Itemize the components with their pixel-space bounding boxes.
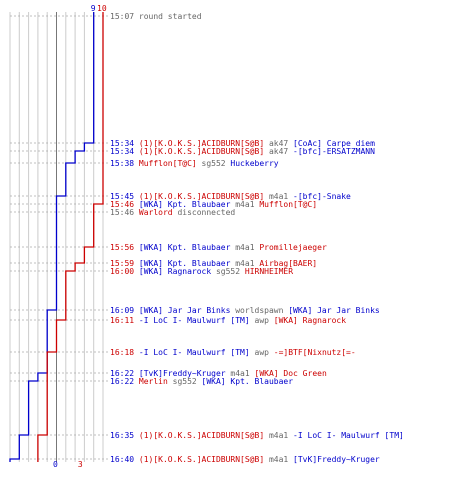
event-time: 15:07	[110, 12, 139, 21]
event-text-part: Huckeberry	[230, 159, 278, 168]
event-text-part: m4a1	[264, 431, 293, 440]
event-label: 16:40 (1)[K.O.K.S.]ACIDBURN[S@B] m4a1 [T…	[110, 455, 380, 464]
event-text-part: m4a1	[230, 200, 259, 209]
event-text-part: (1)[K.O.K.S.]ACIDBURN[S@B]	[139, 139, 264, 148]
event-time: 15:34	[110, 139, 139, 148]
event-text-part: sg552	[211, 267, 245, 276]
event-text-part: m4a1	[230, 259, 259, 268]
event-text-part: [WKA] Kpt. Blaubaer	[139, 243, 231, 252]
event-time: 16:22	[110, 369, 139, 378]
blue-start-score: 9	[91, 4, 96, 13]
event-time: 15:38	[110, 159, 139, 168]
event-text-part: [WKA] Kpt. Blaubaer	[202, 377, 294, 386]
score-lines	[9, 12, 104, 462]
event-text-part: Promillejaeger	[259, 243, 327, 252]
event-label: 15:59 [WKA] Kpt. Blaubaer m4a1 Airbag[BA…	[110, 259, 317, 268]
blue-end-score: 0	[53, 460, 58, 469]
event-time: 16:22	[110, 377, 139, 386]
event-time: 16:11	[110, 316, 139, 325]
event-text-part: Warlord	[139, 208, 173, 217]
event-text-part: Mufflon[T@C]	[259, 200, 317, 209]
event-text-part: (1)[K.O.K.S.]ACIDBURN[S@B]	[139, 431, 264, 440]
event-label: 15:45 (1)[K.O.K.S.]ACIDBURN[S@B] m4a1 -[…	[110, 192, 351, 201]
event-text-part: -I LoC I- Maulwurf [TM]	[139, 348, 250, 357]
event-text-part: round started	[139, 12, 202, 21]
event-text-part: awp	[250, 316, 274, 325]
event-text-part: m4a1	[226, 369, 255, 378]
event-text-part: disconnected	[173, 208, 236, 217]
event-text-part: -=]BTF[Nixnutz[=-	[274, 348, 356, 357]
event-label: 15:56 [WKA] Kpt. Blaubaer m4a1 Promillej…	[110, 243, 327, 252]
event-text-part: -[bfc]-ERSATZMANN	[293, 147, 375, 156]
event-text-part: m4a1	[230, 243, 259, 252]
event-text-part: (1)[K.O.K.S.]ACIDBURN[S@B]	[139, 455, 264, 464]
event-labels: 15:07 round started 15:34 (1)[K.O.K.S.]AC…	[110, 12, 404, 464]
event-text-part: [TvK]Freddy~Kruger	[139, 369, 226, 378]
event-text-part: [CoAc] Carpe diem	[293, 139, 375, 148]
event-text-part: -[bfc]-Snake	[293, 192, 351, 201]
event-time: 16:40	[110, 455, 139, 464]
event-label: 16:09 [WKA] Jar Jar Binks worldspawn [WK…	[110, 306, 380, 315]
event-text-part: [WKA] Kpt. Blaubaer	[139, 259, 231, 268]
event-time: 16:00	[110, 267, 139, 276]
event-time: 16:18	[110, 348, 139, 357]
event-label: 15:46 [WKA] Kpt. Blaubaer m4a1 Mufflon[T…	[110, 200, 317, 209]
event-time: 15:34	[110, 147, 139, 156]
event-time: 15:45	[110, 192, 139, 201]
blue-team-line	[9, 12, 95, 462]
event-text-part: [TvK]Freddy~Kruger	[293, 455, 380, 464]
event-text-part: (1)[K.O.K.S.]ACIDBURN[S@B]	[139, 147, 264, 156]
event-text-part: ak47	[264, 147, 293, 156]
event-label: 16:35 (1)[K.O.K.S.]ACIDBURN[S@B] m4a1 -I…	[110, 431, 404, 440]
event-label: 15:38 Mufflon[T@C] sg552 Huckeberry	[110, 159, 279, 168]
red-team-line	[37, 12, 104, 462]
red-start-score: 10	[97, 4, 107, 13]
event-text-part: (1)[K.O.K.S.]ACIDBURN[S@B]	[139, 192, 264, 201]
event-text-part: sg552	[168, 377, 202, 386]
event-time: 15:46	[110, 208, 139, 217]
event-text-part: [WKA] Ragnarock	[274, 316, 346, 325]
event-text-part: ak47	[264, 139, 293, 148]
event-time: 15:59	[110, 259, 139, 268]
event-text-part: -I LoC I- Maulwurf [TM]	[139, 316, 250, 325]
event-label: 15:34 (1)[K.O.K.S.]ACIDBURN[S@B] ak47 -[…	[110, 147, 375, 156]
event-label: 15:07 round started	[110, 12, 202, 21]
event-text-part: Merlin	[139, 377, 168, 386]
event-label: 16:22 [TvK]Freddy~Kruger m4a1 [WKA] Doc …	[110, 369, 327, 378]
event-text-part: Airbag[BAER]	[259, 259, 317, 268]
red-end-score: 3	[78, 460, 83, 469]
event-text-part: sg552	[197, 159, 231, 168]
event-label: 16:22 Merlin sg552 [WKA] Kpt. Blaubaer	[110, 377, 293, 386]
event-text-part: worldspawn	[230, 306, 288, 315]
event-text-part: m4a1	[264, 455, 293, 464]
event-time: 16:35	[110, 431, 139, 440]
event-label: 16:18 -I LoC I- Maulwurf [TM] awp -=]BTF…	[110, 348, 356, 357]
event-label: 16:00 [WKA] Ragnarock sg552 HIRNHEIMER	[110, 267, 293, 276]
event-text-part: awp	[250, 348, 274, 357]
event-label: 15:34 (1)[K.O.K.S.]ACIDBURN[S@B] ak47 [C…	[110, 139, 375, 148]
event-time: 16:09	[110, 306, 139, 315]
event-time: 15:56	[110, 243, 139, 252]
event-label: 16:11 -I LoC I- Maulwurf [TM] awp [WKA] …	[110, 316, 346, 325]
event-text-part: -I LoC I- Maulwurf [TM]	[293, 431, 404, 440]
event-text-part: [WKA] Kpt. Blaubaer	[139, 200, 231, 209]
event-text-part: Mufflon[T@C]	[139, 159, 197, 168]
event-label: 15:46 Warlord disconnected	[110, 208, 235, 217]
event-text-part: m4a1	[264, 192, 293, 201]
event-text-part: [WKA] Ragnarock	[139, 267, 211, 276]
event-time: 15:46	[110, 200, 139, 209]
event-text-part: [WKA] Doc Green	[255, 369, 327, 378]
event-text-part: [WKA] Jar Jar Binks	[288, 306, 380, 315]
event-text-part: [WKA] Jar Jar Binks	[139, 306, 231, 315]
event-text-part: HIRNHEIMER	[245, 267, 293, 276]
